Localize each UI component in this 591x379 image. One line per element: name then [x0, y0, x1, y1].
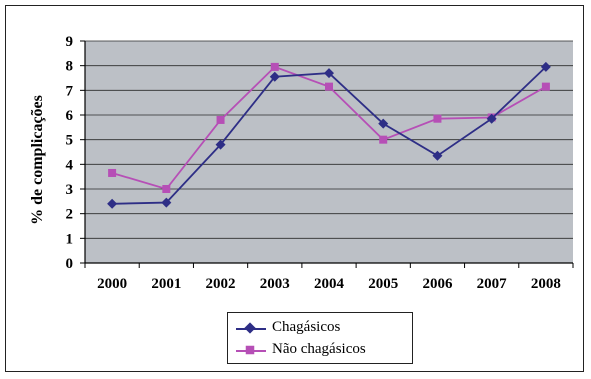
- y-tick-label: 3: [66, 182, 74, 198]
- x-tick-label: 2007: [477, 276, 508, 292]
- series-layer: [107, 61, 551, 209]
- series-diamond: [107, 61, 551, 209]
- y-tick-labels: 0 1 2 3 4 5 6 7 8 9: [66, 34, 74, 272]
- legend-item-nao-chagasicos: Não chagásicos: [228, 339, 414, 361]
- legend-item-chagasicos: Chagásicos: [228, 317, 414, 339]
- x-tick-label: 2004: [314, 276, 345, 292]
- x-tick-label: 2002: [206, 276, 236, 292]
- y-tick-label: 8: [66, 59, 74, 75]
- data-point: [270, 62, 279, 71]
- data-point: [433, 114, 442, 123]
- data-point: [540, 61, 551, 72]
- data-point: [379, 135, 388, 144]
- diamond-marker-icon: [244, 322, 256, 334]
- y-tick-label: 1: [66, 231, 74, 247]
- data-point: [541, 82, 550, 91]
- x-tick-labels: 2000 2001 2002 2003 2004 2005 2006 2007 2008: [97, 276, 561, 292]
- y-axis-label: % de complicações: [29, 95, 46, 225]
- x-tick-label: 2006: [422, 276, 453, 292]
- axes: [84, 41, 574, 268]
- x-tick-label: 2003: [260, 276, 290, 292]
- data-point: [486, 113, 497, 124]
- legend-label: Chagásicos: [272, 319, 341, 335]
- data-point: [108, 168, 117, 177]
- x-tick-label: 2008: [531, 276, 561, 292]
- y-tick-label: 5: [66, 133, 74, 149]
- y-tick-label: 0: [66, 256, 74, 272]
- data-point: [161, 197, 172, 208]
- square-marker-icon: [245, 345, 255, 355]
- data-point: [162, 185, 171, 193]
- y-tick-label: 2: [66, 207, 74, 223]
- data-point: [215, 139, 226, 150]
- data-point: [107, 198, 118, 209]
- legend: Chagásicos Não chagásicos: [227, 312, 413, 364]
- data-point: [378, 118, 389, 129]
- x-tick-label: 2000: [97, 276, 127, 292]
- legend-label: Não chagásicos: [272, 341, 366, 357]
- x-tick-label: 2005: [368, 276, 398, 292]
- y-tick-label: 9: [66, 34, 74, 50]
- y-tick-label: 6: [66, 108, 74, 124]
- y-tick-label: 4: [66, 157, 74, 173]
- data-point: [325, 82, 333, 91]
- data-point: [216, 115, 225, 124]
- y-tick-label: 7: [66, 83, 74, 99]
- data-point: [269, 71, 280, 82]
- x-tick-label: 2001: [151, 276, 181, 292]
- data-point: [324, 68, 334, 79]
- data-point: [432, 150, 443, 161]
